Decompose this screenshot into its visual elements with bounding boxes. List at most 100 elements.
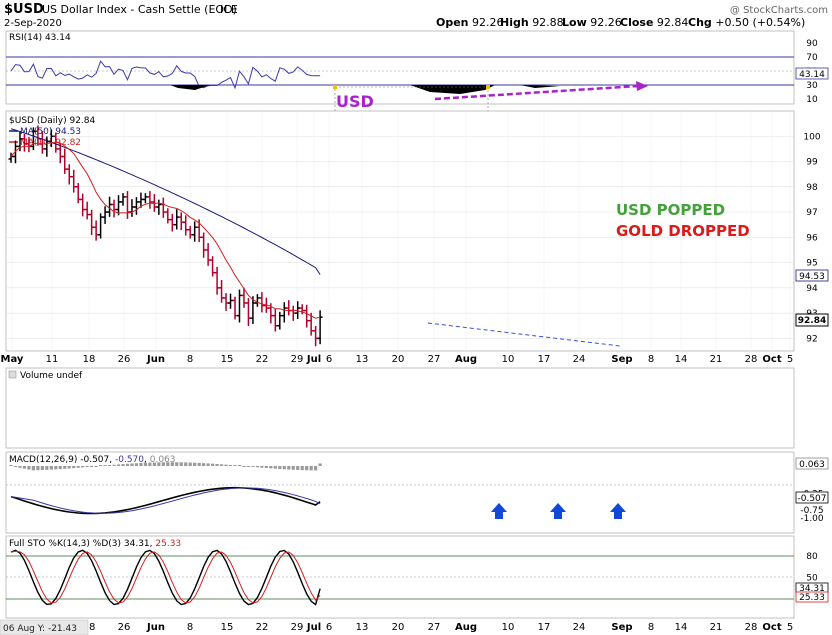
up-arrow-icon bbox=[550, 503, 566, 519]
macd-hist-bar bbox=[72, 466, 76, 469]
sto-label: Full STO %K(14,3) %D(3) 34.31, 25.33 bbox=[9, 539, 181, 549]
x-tick-label: 27 bbox=[428, 354, 441, 365]
x-tick-label-bottom: 17 bbox=[538, 622, 551, 633]
usd-annotation-text: USD bbox=[336, 92, 374, 111]
ma50-badge bbox=[795, 269, 829, 282]
macd-hist-bar bbox=[85, 466, 89, 468]
x-tick-label: 8 bbox=[648, 354, 654, 365]
x-tick-label-bottom: Jun bbox=[146, 622, 165, 633]
macd-panel: MACD(12,26,9) -0.507, -0.570, 0.063 -0.2… bbox=[5, 451, 829, 534]
annotation-handle bbox=[333, 85, 337, 89]
macd-hist-bar bbox=[314, 466, 318, 471]
macd-hist-bar bbox=[215, 463, 219, 466]
rsi-value-badge-text: 43.14 bbox=[799, 70, 825, 80]
rsi-value-badge bbox=[795, 67, 829, 80]
sto-d-badge-text: 25.33 bbox=[799, 593, 825, 603]
macd-hist-bar bbox=[54, 466, 58, 470]
macd-hist-bar bbox=[157, 462, 161, 466]
macd-hist-bar bbox=[251, 466, 255, 467]
macd-hist-bar bbox=[184, 462, 188, 466]
price-badge bbox=[795, 313, 829, 327]
macd-hist-bar bbox=[45, 466, 49, 470]
hover-readout bbox=[0, 619, 89, 635]
x-tick-label-bottom: 20 bbox=[392, 622, 405, 633]
rsi-oversold-fill bbox=[170, 85, 560, 94]
ma50-badge-text: 94.53 bbox=[799, 272, 825, 282]
macd-hist-bar bbox=[99, 465, 103, 466]
macd-hist-bar bbox=[175, 462, 179, 466]
rsi-label: RSI(14) 43.14 bbox=[9, 33, 71, 43]
rsi-divergence-arrow bbox=[434, 84, 639, 101]
price-y-tick: 94 bbox=[806, 284, 818, 294]
macd-hist-bar bbox=[188, 462, 192, 466]
x-tick-label: May bbox=[1, 354, 24, 365]
sto-k-badge-text: 34.31 bbox=[799, 584, 825, 594]
price-y-tick: 100 bbox=[803, 132, 820, 142]
price-badge-text: 92.84 bbox=[798, 316, 826, 326]
header-date: 2-Sep-2020 bbox=[4, 18, 62, 29]
macd-hist-bar bbox=[269, 466, 273, 469]
x-tick-label: 22 bbox=[256, 354, 269, 365]
volume-collapse-icon[interactable] bbox=[8, 370, 17, 379]
ohlc-bar bbox=[317, 310, 323, 345]
macd-hist-bar bbox=[36, 466, 40, 471]
hover-readout-text: 06 Aug Y: -21.43 bbox=[3, 624, 77, 634]
x-tick-label-bottom: 10 bbox=[502, 622, 515, 633]
ohlc-open: Open 92.26 bbox=[436, 16, 504, 29]
x-tick-label-bottom: Jul bbox=[306, 622, 321, 633]
macd-hist-badge-text: 0.063 bbox=[799, 460, 825, 470]
macd-hist-bar bbox=[211, 463, 215, 466]
x-tick-label-bottom: Aug bbox=[455, 622, 477, 633]
ohlc-change: Chg +0.50 (+0.54%) bbox=[688, 16, 805, 29]
macd-value-badge bbox=[795, 491, 829, 504]
rsi-y-tick: 90 bbox=[806, 39, 818, 49]
x-tick-label-bottom: Sep bbox=[611, 622, 632, 633]
macd-hist-bar bbox=[309, 466, 313, 471]
price-legend-title: $USD (Daily) 92.84 bbox=[9, 116, 96, 126]
x-tick-label: 6 bbox=[326, 354, 332, 365]
macd-hist-bar bbox=[121, 464, 125, 466]
macd-hist-bar bbox=[282, 466, 286, 470]
macd-hist-bar bbox=[13, 466, 18, 467]
sto-k-line bbox=[10, 549, 321, 606]
price-panel: 1009998979695949392 $USD (Daily) 92.84 M… bbox=[1, 110, 829, 365]
ma10-line bbox=[10, 141, 321, 319]
x-tick-label-bottom: 14 bbox=[675, 622, 688, 633]
macd-hist-bar bbox=[273, 466, 277, 469]
sto-y-tick: 80 bbox=[806, 552, 818, 562]
macd-hist-bar bbox=[166, 462, 170, 466]
macd-hist-badge bbox=[795, 457, 829, 470]
support-trendline bbox=[427, 322, 621, 347]
ohlc-low: Low 92.26 bbox=[562, 16, 622, 29]
ma50-line bbox=[10, 128, 321, 275]
price-y-tick: 97 bbox=[806, 208, 817, 218]
macd-hist-bar bbox=[278, 466, 282, 469]
macd-hist-bar bbox=[179, 462, 183, 466]
macd-hist-bar bbox=[27, 466, 31, 470]
x-tick-label: Jun bbox=[146, 354, 165, 365]
ma50-legend: MA(50) 94.53 bbox=[20, 127, 81, 137]
x-tick-label: 8 bbox=[187, 354, 193, 365]
macd-signal-line bbox=[10, 487, 321, 514]
macd-hist-bar bbox=[242, 466, 246, 467]
x-tick-label-bottom: 29 bbox=[291, 622, 304, 633]
macd-hist-bar bbox=[246, 466, 251, 467]
rsi-panel: RSI(14) 43.14 9070503010 43.14 USD bbox=[5, 30, 829, 120]
x-tick-label: 13 bbox=[356, 354, 369, 365]
ohlc-high: High 92.88 bbox=[500, 16, 564, 29]
macd-hist-bar bbox=[224, 464, 228, 466]
price-y-tick: 92 bbox=[806, 334, 817, 344]
usd-popped-text: USD POPPED bbox=[616, 201, 725, 219]
macd-hist-bar bbox=[233, 465, 237, 466]
volume-panel: Volume undef bbox=[5, 367, 795, 449]
macd-hist-bar bbox=[107, 465, 112, 466]
exchange-label: ICE bbox=[220, 3, 238, 16]
macd-label: MACD(12,26,9) -0.507, -0.570, 0.063 bbox=[9, 455, 176, 465]
macd-hist-bar bbox=[300, 466, 304, 471]
macd-hist-bar bbox=[9, 465, 13, 466]
x-tick-label-bottom: 15 bbox=[221, 622, 234, 633]
macd-hist-bar bbox=[125, 463, 130, 466]
macd-hist-bar bbox=[152, 462, 156, 466]
macd-y-tick: -1.00 bbox=[800, 514, 824, 524]
